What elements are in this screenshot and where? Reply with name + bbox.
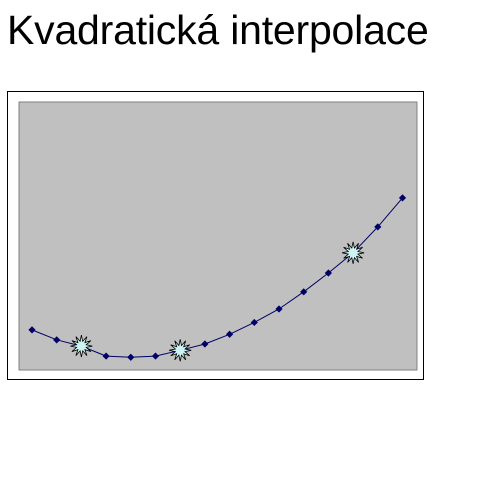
highlight-point-1 xyxy=(70,335,93,358)
highlight-point-2 xyxy=(169,339,192,362)
highlight-point-3 xyxy=(342,241,365,264)
series-line xyxy=(31,197,403,358)
chart xyxy=(18,101,418,371)
data-point-13 xyxy=(324,269,332,277)
chart-frame xyxy=(7,91,424,380)
data-point-1 xyxy=(28,326,36,334)
data-point-8 xyxy=(201,340,209,348)
highlight-layer xyxy=(70,241,365,362)
data-point-16 xyxy=(398,194,407,202)
data-point-10 xyxy=(250,318,258,327)
series-layer xyxy=(31,197,403,358)
data-point-15 xyxy=(374,223,382,231)
data-point-6 xyxy=(151,352,160,360)
data-point-4 xyxy=(102,352,110,360)
slide-title: Kvadratická interpolace xyxy=(7,7,429,53)
data-point-11 xyxy=(275,305,283,313)
plot-area xyxy=(18,101,418,371)
data-point-5 xyxy=(127,353,135,361)
